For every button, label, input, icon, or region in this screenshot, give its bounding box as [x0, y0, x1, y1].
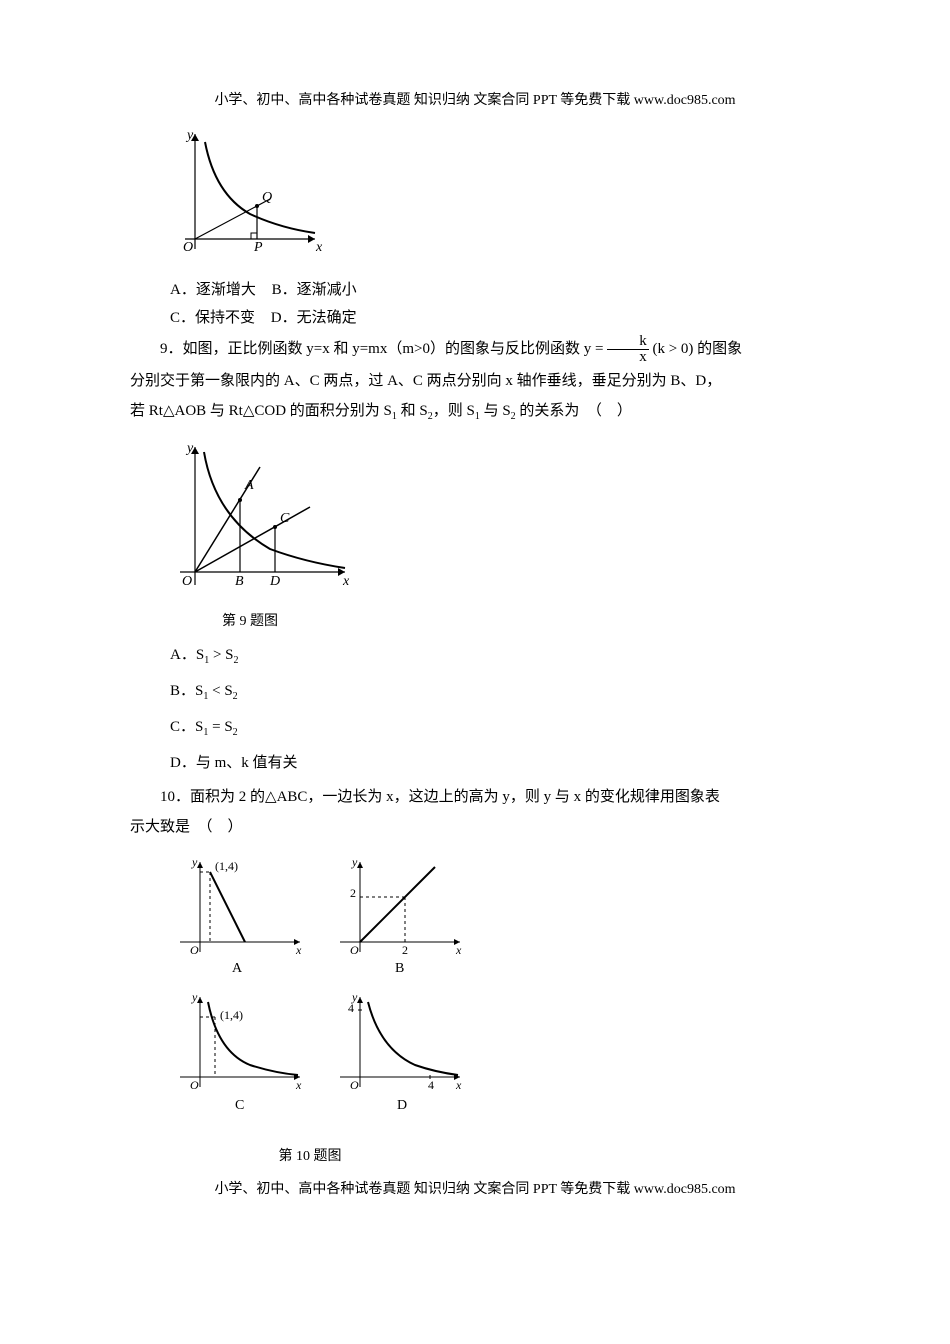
q9-caption: 第 9 题图	[160, 611, 340, 633]
q9-frac-den: x	[607, 350, 649, 365]
q10-B: B	[395, 961, 404, 976]
q10B-yl: y	[351, 855, 358, 869]
q9-opt-a: A．S1 > S2	[130, 643, 820, 669]
page-header: 小学、初中、高中各种试卷真题 知识归纳 文案合同 PPT 等免费下载 www.d…	[130, 90, 820, 112]
q8-ylabel: y	[185, 128, 194, 143]
q10D-x4: 4	[428, 1078, 434, 1092]
page-footer: 小学、初中、高中各种试卷真题 知识归纳 文案合同 PPT 等免费下载 www.d…	[130, 1179, 820, 1201]
q8-O: O	[183, 240, 193, 255]
q10-D: D	[397, 1098, 407, 1113]
q10-num: 10．	[160, 789, 190, 805]
q8-Q: Q	[262, 190, 272, 205]
q10-line1: 10．面积为 2 的△ABC，一边长为 x，这边上的高为 y，则 y 与 x 的…	[130, 785, 820, 811]
q8-figure: y x O Q P	[160, 124, 820, 272]
q9-opt-c: C．S1 = S2	[130, 715, 820, 741]
q10-C-pt: (1,4)	[220, 1008, 243, 1022]
q9-A: A	[244, 478, 254, 493]
q8-opts-row1: A．逐渐增大 B．逐渐减小	[130, 278, 820, 302]
q9-t1a: 如图，正比例函数 y=x 和 y=mx（m>0）的图象与反比例函数	[183, 341, 580, 357]
q10B-O: O	[350, 943, 359, 957]
q10-line2: 示大致是 （ ）	[130, 815, 820, 841]
document-page: 小学、初中、高中各种试卷真题 知识归纳 文案合同 PPT 等免费下载 www.d…	[0, 0, 950, 1271]
q8-opt-d: D．无法确定	[271, 306, 357, 330]
q10-C: C	[235, 1098, 244, 1113]
q9-figure: y x O A C B D	[160, 437, 820, 605]
q10C-O: O	[190, 1078, 199, 1092]
q8-opts-row2: C．保持不变 D．无法确定	[130, 306, 820, 330]
q9-t1b: 的图象	[697, 341, 742, 357]
q10-figure: (1,4) y x O A 2 2 y x O B	[160, 852, 820, 1140]
q9-delta1: △	[163, 403, 175, 419]
q9-frac-num: k	[607, 334, 649, 350]
q10A-y: y	[191, 855, 198, 869]
q9-line2: 分别交于第一象限内的 A、C 两点，过 A、C 两点分别向 x 轴作垂线，垂足分…	[130, 369, 820, 395]
q10A-O: O	[190, 943, 199, 957]
q8-P: P	[253, 240, 263, 255]
q10B-y2: 2	[350, 886, 356, 900]
q9-O: O	[182, 574, 192, 589]
q8-opt-b: B．逐渐减小	[272, 278, 357, 302]
q10-caption: 第 10 题图	[160, 1146, 460, 1168]
q9-C: C	[280, 511, 290, 526]
q9-num: 9．	[160, 341, 183, 357]
q10-A: A	[232, 961, 243, 976]
q9-x: x	[342, 574, 350, 589]
q10D-xl: x	[455, 1078, 462, 1092]
q10D-O: O	[350, 1078, 359, 1092]
q9-D: D	[269, 574, 280, 589]
q8-opt-a: A．逐渐增大	[170, 278, 256, 302]
q10B-xl: x	[455, 943, 462, 957]
q10C-x: x	[295, 1078, 302, 1092]
q8-opt-c: C．保持不变	[170, 306, 255, 330]
q9-lhs: y =	[584, 341, 604, 357]
q10C-y: y	[191, 990, 198, 1004]
q10D-yl: y	[351, 990, 358, 1004]
q9-opt-b: B．S1 < S2	[130, 679, 820, 705]
q10B-x2: 2	[402, 943, 408, 957]
q9-tail: (k > 0)	[652, 341, 693, 357]
q9-y: y	[185, 441, 194, 456]
q9-opt-d: D．与 m、k 值有关	[130, 751, 820, 775]
q8-xlabel: x	[315, 240, 323, 255]
q10A-x: x	[295, 943, 302, 957]
q10-delta: △	[265, 789, 277, 805]
q10-A-pt: (1,4)	[215, 859, 238, 873]
q9-line1: 9．如图，正比例函数 y=x 和 y=mx（m>0）的图象与反比例函数 y = …	[130, 334, 820, 365]
q9-delta2: △	[243, 403, 255, 419]
q9-line3: 若 Rt△AOB 与 Rt△COD 的面积分别为 S1 和 S2，则 S1 与 …	[130, 399, 820, 425]
q9-B: B	[235, 574, 244, 589]
